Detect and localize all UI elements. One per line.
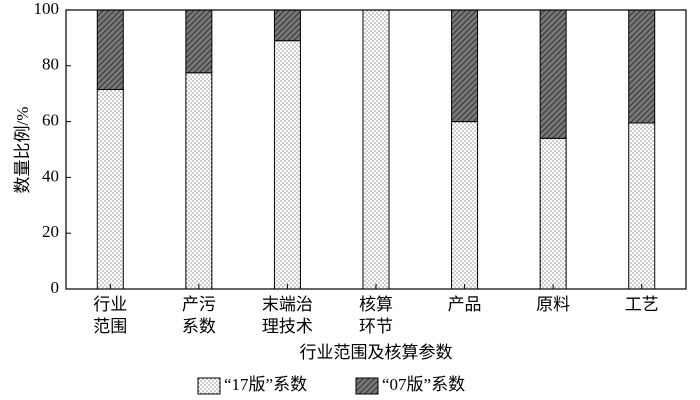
x-tick-label: 核算 [359, 295, 393, 314]
bar-segment [185, 9, 213, 74]
x-tick-label: 原料 [536, 295, 570, 314]
x-tick-label: 末端治 [262, 295, 313, 314]
x-tick-label: 产品 [448, 295, 482, 314]
y-tick-label: 100 [34, 0, 60, 18]
x-axis-label: 行业范围及核算参数 [300, 343, 453, 362]
bar-segment [185, 72, 213, 290]
x-tick-label: 工艺 [625, 295, 659, 314]
y-tick-label: 80 [42, 55, 59, 74]
bar-segment [539, 9, 567, 139]
bar-segment [628, 122, 656, 290]
x-tick-label: 环节 [359, 317, 393, 336]
bar-segment [628, 9, 656, 124]
y-tick-label: 0 [51, 278, 60, 297]
bar-segment [539, 137, 567, 290]
y-tick-label: 20 [42, 222, 59, 241]
y-tick-label: 60 [42, 111, 59, 130]
legend-swatch [355, 377, 379, 395]
bar-segment [96, 89, 124, 290]
bar-segment [273, 9, 301, 42]
legend-label: “07版”系数 [382, 375, 465, 394]
bar-segment [362, 9, 390, 290]
bar-segment [273, 40, 301, 290]
x-tick-label: 范围 [93, 317, 127, 336]
legend-swatch [197, 377, 221, 395]
y-axis-label: 数量比例/% [13, 107, 32, 194]
y-tick-label: 40 [42, 166, 59, 185]
bar-segment [96, 9, 124, 91]
x-tick-label: 产污 [182, 295, 216, 314]
bar-segment [451, 9, 479, 123]
x-tick-label: 系数 [182, 317, 216, 336]
bar-segment [451, 121, 479, 290]
plot-frame [65, 9, 687, 290]
x-tick-label: 行业 [93, 295, 127, 314]
x-tick-label: 理技术 [262, 317, 313, 336]
legend-label: “17版”系数 [224, 375, 307, 394]
